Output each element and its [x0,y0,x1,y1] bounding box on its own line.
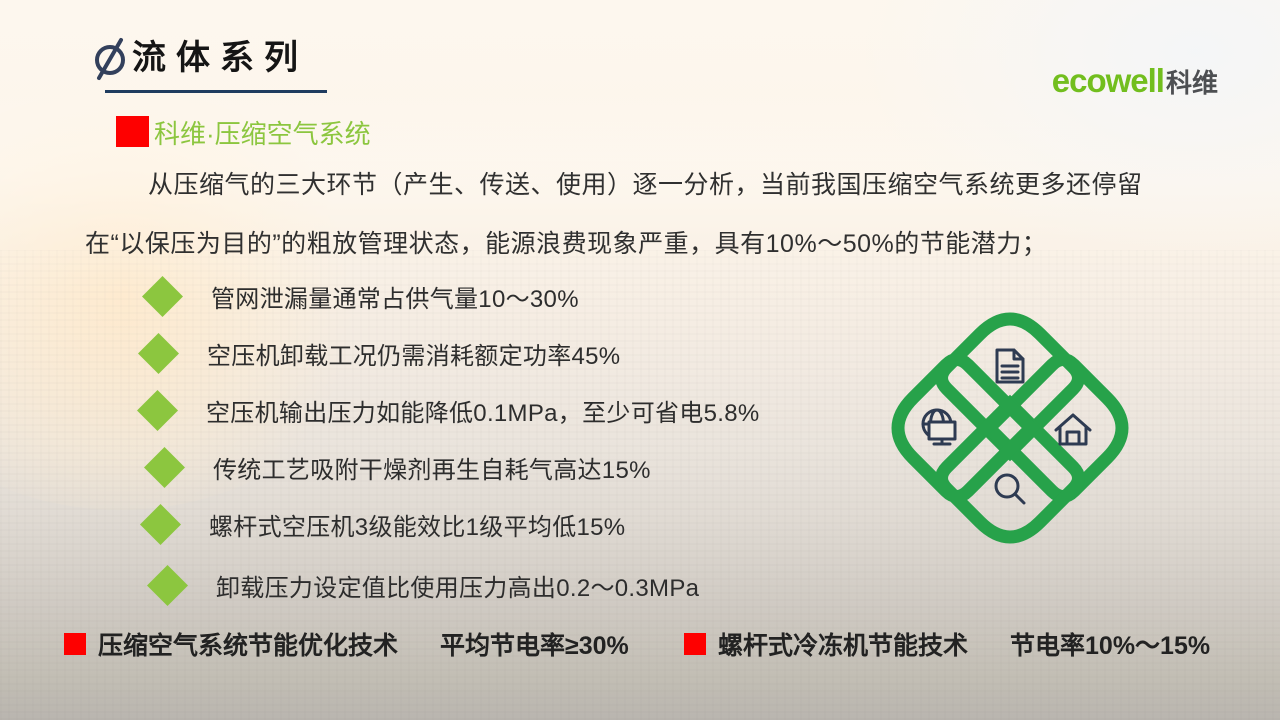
diamond-bullet-icon [143,446,186,488]
footer-left: 压缩空气系统节能优化技术 平均节电率≥30% [64,626,629,662]
bullet-text: 螺杆式空压机3级能效比1级平均低15% [209,513,626,541]
clover-emblem [880,298,1140,563]
footer-right: 螺杆式冷冻机节能技术 节电率10%～15% [684,626,1210,662]
red-square-marker [116,116,149,147]
diamond-bullet-icon [137,332,180,374]
footer-left-tech: 压缩空气系统节能优化技术 [98,632,399,660]
title-underline [105,90,327,93]
footer-right-rate: 节电率10%～15% [1010,632,1211,660]
bullet-text: 空压机输出压力如能降低0.1MPa，至少可省电5.8% [206,399,760,427]
paragraph-line-2: 在“以保压为目的”的粗放管理状态，能源浪费现象严重，具有10%～50%的节能潜力… [85,230,1048,258]
list-item: 卸载压力设定值比使用压力高出0.2～0.3MPa [146,563,700,607]
brand-logo-cn: 科维 [1165,68,1218,98]
diamond-bullet-icon [136,389,179,431]
top-right-light [860,0,1280,260]
search-icon [994,473,1026,505]
list-item: 空压机卸载工况仍需消耗额定功率45% [137,331,621,375]
bullet-text: 空压机卸载工况仍需消耗额定功率45% [207,342,621,370]
computer-globe-icon [921,408,957,446]
list-item: 管网泄漏量通常占供气量10～30% [141,274,579,318]
footer-right-tech: 螺杆式冷冻机节能技术 [718,632,969,660]
paragraph-line-1: 从压缩气的三大环节（产生、传送、使用）逐一分析，当前我国压缩空气系统更多还停留 [148,171,1143,199]
brand-logo-en: ecowell [1051,62,1165,99]
list-item: 传统工艺吸附干燥剂再生自耗气高达15% [143,445,651,489]
section-heading: 科维·压缩空气系统 [154,119,371,149]
document-icon [995,348,1025,384]
diamond-bullet-icon [139,503,182,545]
diameter-icon [92,34,132,87]
red-square-marker [64,633,86,655]
list-item: 空压机输出压力如能降低0.1MPa，至少可省电5.8% [136,388,760,432]
diamond-bullet-icon [141,275,184,317]
red-square-marker [684,633,706,655]
footer-left-rate: 平均节电率≥30% [440,632,629,660]
diamond-bullet-icon [146,564,189,606]
page-title: 流体系列 [132,39,308,77]
list-item: 螺杆式空压机3级能效比1级平均低15% [139,502,626,546]
bullet-text: 传统工艺吸附干燥剂再生自耗气高达15% [213,456,651,484]
bullet-text: 卸载压力设定值比使用压力高出0.2～0.3MPa [216,574,700,602]
home-icon [1054,413,1092,446]
bullet-text: 管网泄漏量通常占供气量10～30% [211,285,579,313]
brand-logo: ecowell科维 [1052,62,1218,100]
